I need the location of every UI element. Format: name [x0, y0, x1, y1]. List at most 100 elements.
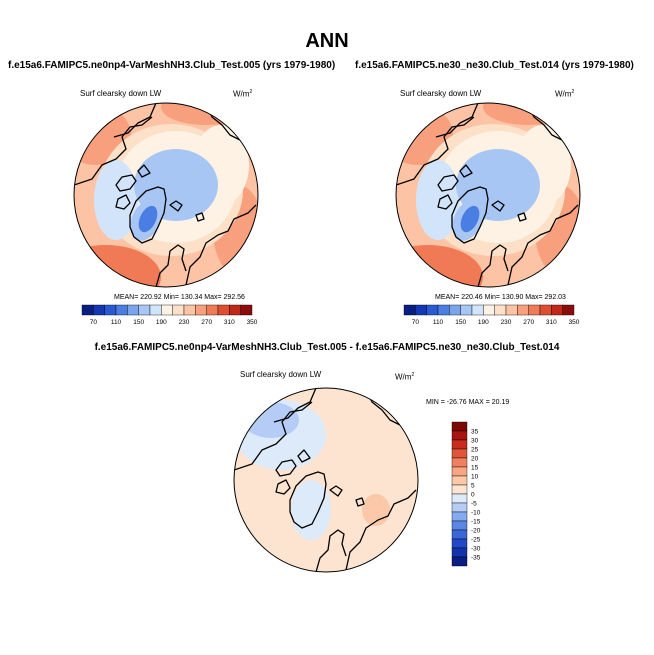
cb2-swatch — [403, 304, 416, 316]
cb2-swatch — [449, 304, 461, 316]
coastline-3 — [185, 204, 257, 286]
cb2-tick-label: 190 — [478, 319, 489, 326]
map1-field — [74, 103, 258, 287]
coastline-2 — [74, 116, 153, 186]
map2-field — [396, 103, 580, 287]
panel-1-stats: MEAN= 220.92 Min= 130.34 Max= 292.56 — [114, 294, 245, 301]
diff-north-atlantic — [243, 402, 299, 438]
cb1-swatch — [217, 304, 230, 316]
cb1-swatch — [183, 304, 196, 316]
cb1-tick-label: 150 — [133, 319, 144, 326]
coastline-2 — [234, 401, 313, 471]
cb3-swatch — [451, 457, 468, 468]
cb2-swatch — [426, 304, 439, 316]
cb3-tick-label: -10 — [471, 510, 481, 517]
figure-title: ANN — [305, 30, 349, 52]
cb3-swatch — [451, 466, 468, 477]
panel-1-map — [73, 102, 259, 288]
coastline-3 — [345, 489, 417, 571]
cb3-swatch — [451, 529, 468, 540]
panel-2-map — [395, 102, 581, 288]
cb2-tick-label: 70 — [412, 319, 420, 326]
cb2-tick-label: 110 — [433, 319, 444, 326]
coastline-0 — [451, 186, 489, 244]
cb3-swatch — [451, 511, 468, 522]
coastline-1 — [115, 164, 151, 210]
coastline-1 — [437, 164, 473, 210]
cb3-swatch — [451, 439, 468, 450]
diff-panel-title: f.e15a6.FAMIPC5.ne0np4-VarMeshNH3.Club_T… — [94, 342, 560, 353]
cb2-swatch — [483, 304, 495, 316]
cb3-tick-label: 15 — [471, 465, 479, 472]
coastline-5 — [477, 244, 509, 287]
cb3-tick-label: -35 — [471, 555, 481, 562]
coastline-1 — [275, 449, 311, 495]
diff-east — [351, 425, 391, 465]
cb3-swatch — [451, 520, 468, 531]
panel-2-title: f.e15a6.FAMIPC5.ne30_ne30.Club_Test.014 … — [355, 60, 634, 71]
cb3-swatch — [451, 475, 468, 486]
coastline-0 — [129, 186, 167, 244]
coastline-5 — [155, 244, 187, 287]
cb3-swatch — [451, 430, 468, 441]
cb2-swatch — [517, 304, 529, 316]
cb2-swatch — [460, 304, 473, 316]
coastline-6 — [169, 200, 205, 222]
cb2-swatch — [415, 304, 427, 316]
cb2-swatch — [562, 304, 575, 316]
coastline-7 — [435, 103, 479, 138]
cb3-swatch — [451, 421, 468, 432]
panel-1-colorbar: 70 110 150 190 230 270 310 350 — [81, 304, 258, 326]
panel-3-variable: Surf clearsky down LW — [240, 370, 322, 379]
panel-3-units: W/m2 — [395, 372, 414, 382]
map3-field — [234, 388, 418, 572]
cb1-swatch — [93, 304, 105, 316]
cb2-swatch — [505, 304, 518, 316]
cb3-tick-label: -5 — [471, 501, 477, 508]
cb3-tick-label: 20 — [471, 456, 479, 463]
cb3-tick-label: 5 — [471, 483, 475, 490]
coastline-7 — [273, 388, 317, 423]
coastline-5 — [315, 529, 347, 572]
cb3-tick-label: -20 — [471, 528, 481, 535]
panel-2-stats: MEAN= 220.46 Min= 130.90 Max= 292.03 — [435, 294, 566, 301]
panel-2-units-base: W/m — [555, 89, 572, 99]
cb1-tick-label: 230 — [179, 319, 190, 326]
coastline-0 — [289, 471, 327, 529]
coastline-2 — [396, 116, 475, 186]
cb3-swatch — [451, 547, 468, 558]
panel-1-title: f.e15a6.FAMIPC5.ne0np4-VarMeshNH3.Club_T… — [8, 60, 336, 71]
panel-2-units-exp: 2 — [571, 89, 575, 95]
cb1-swatch — [115, 304, 128, 316]
cb1-swatch — [161, 304, 173, 316]
field-north-pacific — [161, 103, 251, 125]
field-north-atlantic — [74, 245, 161, 287]
panel-1-units-base: W/m — [233, 89, 250, 99]
cb2-swatch — [437, 304, 450, 316]
cb1-swatch — [240, 304, 253, 316]
field-greenland-core — [460, 205, 480, 233]
cb3-swatch — [451, 502, 468, 513]
cb2-swatch — [551, 304, 563, 316]
field-greenland-core — [138, 205, 158, 233]
cb2-tick-label: 150 — [455, 319, 466, 326]
cb2-swatch — [471, 304, 484, 316]
cb1-swatch — [149, 304, 162, 316]
cb1-tick-label: 190 — [156, 319, 167, 326]
cb3-tick-label: 0 — [471, 492, 475, 499]
field-north-atlantic — [396, 245, 483, 287]
cb1-tick-label: 270 — [201, 319, 212, 326]
cb1-swatch — [206, 304, 219, 316]
cb3-swatch — [451, 556, 468, 567]
panel-3-stats: MIN = -26.76 MAX = 20.19 — [426, 399, 510, 406]
cb3-swatch — [451, 448, 468, 459]
cb3-tick-label: 10 — [471, 474, 479, 481]
cb3-swatch — [451, 538, 468, 549]
cb3-tick-label: 30 — [471, 438, 479, 445]
cb3-tick-label: -15 — [471, 519, 481, 526]
coastline-6 — [491, 200, 527, 222]
coastline-7 — [113, 103, 157, 138]
coastline-3 — [507, 204, 579, 286]
cb2-tick-label: 310 — [546, 319, 557, 326]
panel-2-colorbar: 70 110 150 190 230 270 310 350 — [403, 304, 580, 326]
